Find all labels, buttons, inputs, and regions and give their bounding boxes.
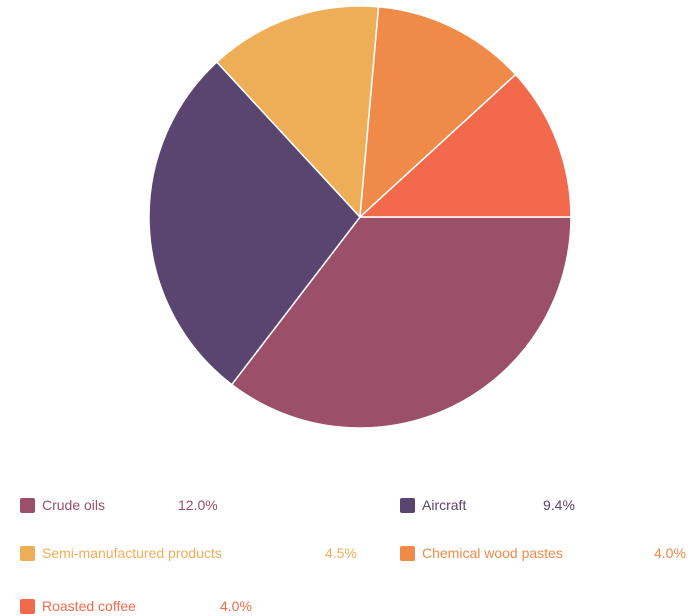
- legend-label: Roasted coffee: [42, 598, 136, 614]
- pie-slice-semi-manufactured-products: [216, 5, 380, 218]
- pie-slice-aircraft: [148, 61, 361, 386]
- legend-label: Aircraft: [422, 497, 467, 513]
- legend-value: 9.4%: [543, 497, 575, 513]
- legend-label: Chemical wood pastes: [422, 545, 563, 561]
- legend-value: 4.5%: [325, 545, 357, 561]
- legend-swatch: [20, 498, 35, 513]
- legend-label: Semi-manufactured products: [42, 545, 222, 561]
- legend-swatch: [20, 599, 35, 614]
- legend-value: 4.0%: [654, 545, 686, 561]
- legend-swatch: [400, 498, 415, 513]
- legend-swatch: [400, 546, 415, 561]
- pie-slice-roasted-coffee: [359, 73, 572, 218]
- pie-slice-chemical-wood-pastes: [359, 6, 517, 218]
- legend-value: 12.0%: [178, 497, 218, 513]
- pie-slice-crude-oils: [231, 216, 572, 429]
- legend-swatch: [20, 546, 35, 561]
- legend-value: 4.0%: [220, 598, 252, 614]
- legend-label: Crude oils: [42, 497, 106, 513]
- pie-chart: [148, 5, 572, 429]
